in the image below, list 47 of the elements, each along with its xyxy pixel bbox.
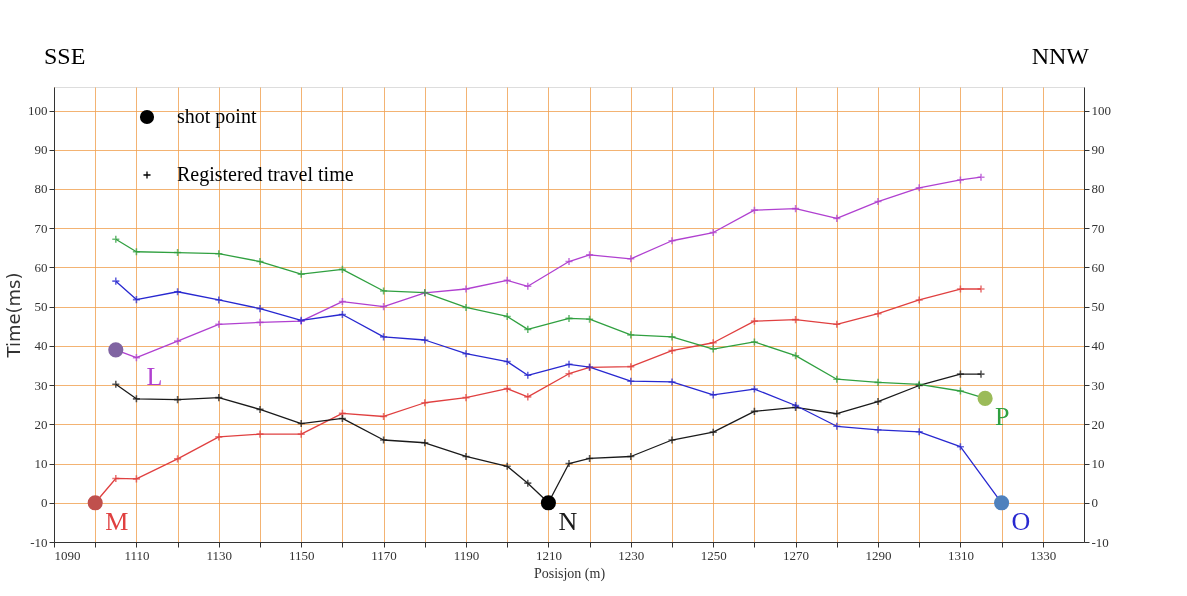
x-tick-label: 1170 xyxy=(371,547,397,563)
y2-tick-label: 60 xyxy=(1091,259,1105,275)
y-tick-label: 0 xyxy=(41,495,48,511)
series-label: O xyxy=(1011,506,1031,536)
y2-tick-label: 30 xyxy=(1091,377,1105,393)
y2-tick-label: 100 xyxy=(1091,103,1111,119)
y2-tick-label: 90 xyxy=(1091,142,1105,158)
y2-tick-label: 0 xyxy=(1091,495,1098,511)
y-tick-label: 10 xyxy=(34,456,48,472)
y-tick-label: 90 xyxy=(34,142,48,158)
x-tick-label: 1230 xyxy=(618,547,645,563)
text: SSE xyxy=(44,43,86,69)
y-tick-label: 70 xyxy=(34,220,48,236)
x-tick-label: 1310 xyxy=(947,547,974,563)
y2-tick-label: 80 xyxy=(1091,181,1105,197)
x-tick-label: 1090 xyxy=(54,547,81,563)
series-label: L xyxy=(146,361,163,391)
y-tick-label: 80 xyxy=(34,181,48,197)
y2-tick-label: 70 xyxy=(1091,220,1105,236)
x-tick-label: 1250 xyxy=(700,547,727,563)
annotation: Registered travel time xyxy=(177,163,354,186)
x-tick-label: 1330 xyxy=(1030,547,1057,563)
y-tick-label: 60 xyxy=(34,259,48,275)
x-tick-label: 1190 xyxy=(453,547,480,563)
y2-tick-label: 20 xyxy=(1091,416,1105,432)
y-tick-label: 50 xyxy=(34,299,48,315)
y2-tick-label: 40 xyxy=(1091,338,1105,354)
x-axis-title: Posisjon (m) xyxy=(533,565,606,582)
y2-tick-label: 10 xyxy=(1091,456,1105,472)
x-tick-label: 1110 xyxy=(124,547,150,563)
y-tick-label: -10 xyxy=(30,534,48,550)
x-tick-label: 1150 xyxy=(288,547,315,563)
y-tick-label: 40 xyxy=(34,338,48,354)
y2-tick-label: -10 xyxy=(1091,534,1109,550)
x-tick-label: 1130 xyxy=(206,547,233,563)
text: NNW xyxy=(1031,43,1090,69)
x-tick-label: 1290 xyxy=(865,547,892,563)
y-tick-label: 30 xyxy=(34,377,48,393)
x-tick-label: 1210 xyxy=(535,547,562,563)
series-label: M xyxy=(105,506,129,536)
y-tick-label: 20 xyxy=(34,416,48,432)
y-axis-title: Time(ms) xyxy=(3,272,24,359)
x-tick-label: 1270 xyxy=(783,547,810,563)
y2-tick-label: 50 xyxy=(1091,299,1105,315)
legend-label: shot point xyxy=(177,105,257,128)
series-label: N xyxy=(558,506,578,536)
y-tick-label: 100 xyxy=(28,103,48,119)
